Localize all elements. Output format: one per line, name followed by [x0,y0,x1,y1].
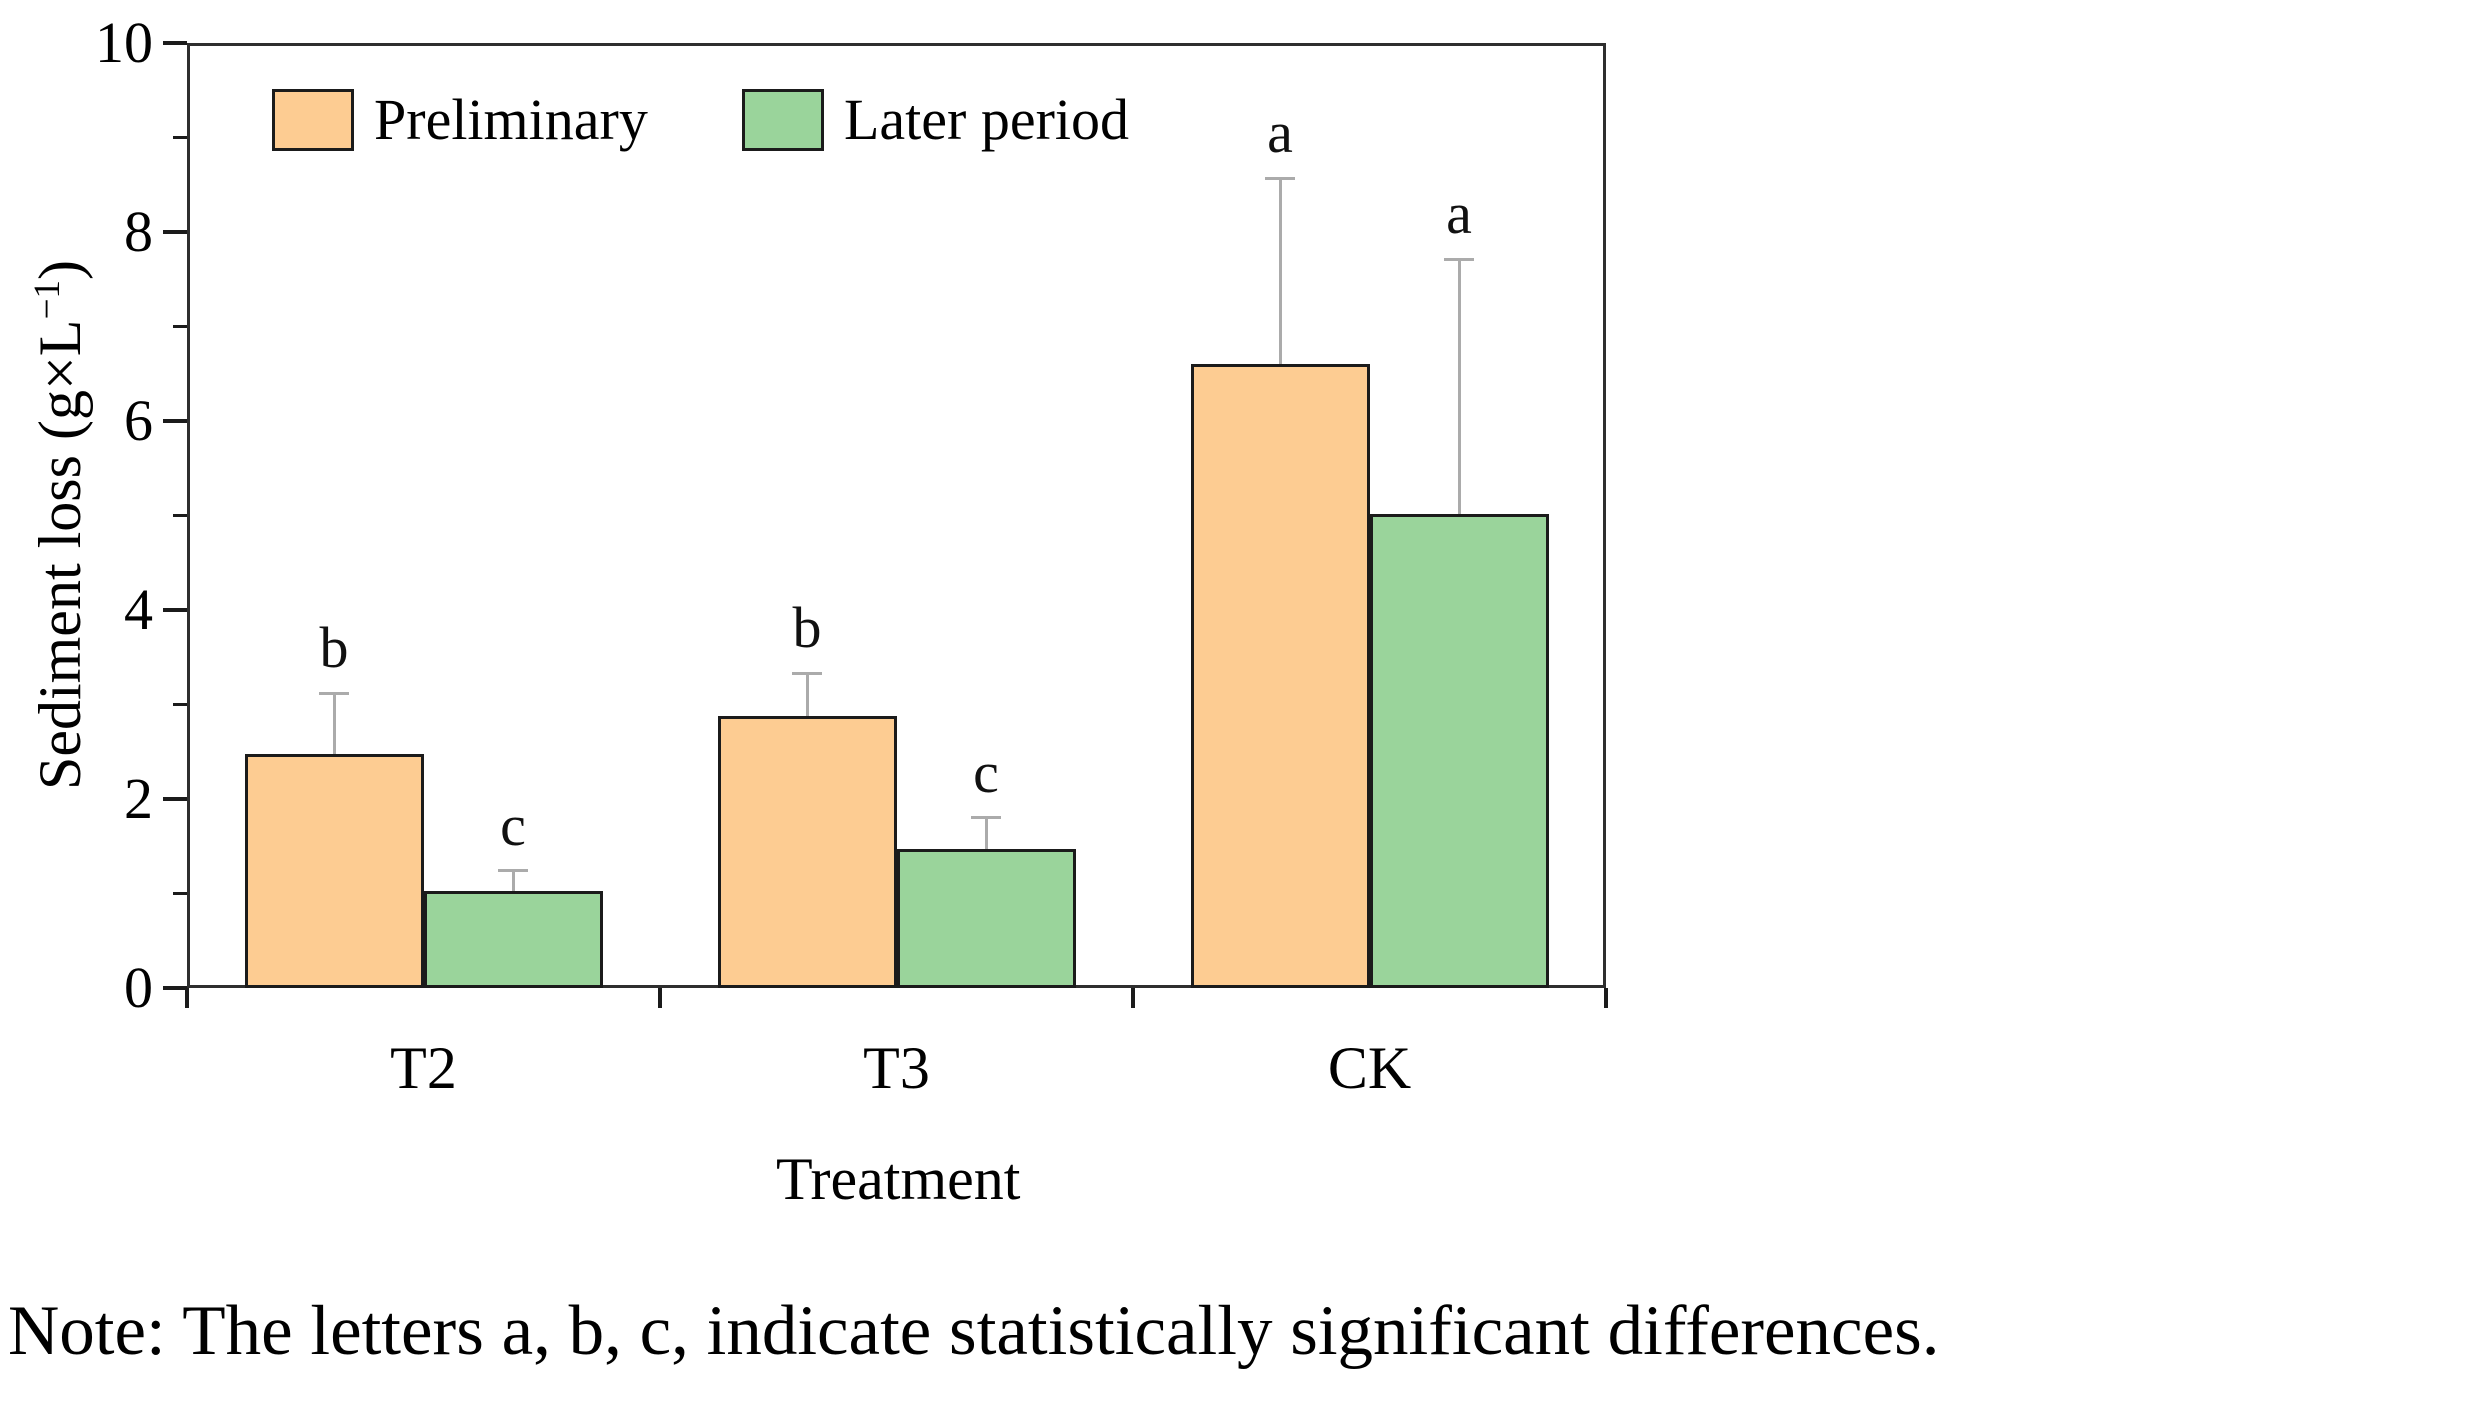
y-major-tick [163,986,187,990]
bar-later-period-CK [1369,513,1549,988]
x-category-label-T2: T2 [390,1035,457,1101]
legend-label-preliminary: Preliminary [374,87,648,152]
x-category-label-T3: T3 [863,1035,930,1101]
x-category-label-CK: CK [1327,1035,1412,1101]
y-tick-label: 2 [124,766,153,831]
y-major-tick [163,230,187,234]
legend-swatch-preliminary [272,89,354,151]
y-minor-tick [173,135,187,139]
y-tick-label: 4 [124,577,153,642]
bar-later-period-T2 [423,890,603,988]
bar-later-period-T3 [896,849,1076,988]
y-tick-label: 0 [124,955,153,1020]
x-boundary-tick [185,988,189,1008]
y-axis-title: Sediment loss (g×L−1) [20,75,100,975]
significance-letter: a [1267,100,1293,166]
x-boundary-tick [1131,988,1135,1008]
significance-letter: b [319,615,349,681]
y-major-tick [163,41,187,45]
y-major-tick [163,608,187,612]
x-boundary-tick [658,988,662,1008]
error-bar-line [805,673,809,716]
error-bar-cap [971,816,1001,820]
y-major-tick [163,797,187,801]
legend-swatch-later-period [742,89,824,151]
y-minor-tick [173,891,187,895]
y-axis-title-text: Sediment loss (g×L [27,319,93,791]
error-bar-cap [319,691,349,695]
bar-preliminary-T3 [717,715,897,988]
x-axis-title: Treatment [776,1146,1021,1212]
error-bar-cap [1265,176,1295,180]
error-bar-line [984,817,988,850]
y-axis-title-suffix: ) [27,259,93,280]
error-bar-line [511,870,515,891]
y-tick-label: 6 [124,388,153,453]
y-axis-title-superscript: −1 [27,279,68,320]
y-minor-tick [173,513,187,517]
legend-item-preliminary: Preliminary [272,87,648,152]
error-bar-line [1278,178,1282,365]
bar-preliminary-T2 [244,753,424,988]
legend-item-later-period: Later period [742,87,1130,152]
y-major-tick [163,419,187,423]
error-bar-line [332,693,336,754]
error-bar-line [1457,259,1461,514]
significance-letter: a [1446,181,1472,247]
bar-preliminary-CK [1190,364,1370,988]
significance-letter: c [973,739,999,805]
significance-letter: b [792,595,822,661]
y-minor-tick [173,702,187,706]
error-bar-cap [1444,257,1474,261]
y-minor-tick [173,324,187,328]
significance-letter: c [500,792,526,858]
error-bar-cap [498,869,528,873]
legend-label-later-period: Later period [844,87,1130,152]
y-tick-label: 10 [95,10,153,75]
error-bar-cap [792,671,822,675]
x-boundary-tick [1604,988,1608,1008]
note-text: Note: The letters a, b, c, indicate stat… [8,1292,1940,1370]
y-tick-label: 8 [124,199,153,264]
